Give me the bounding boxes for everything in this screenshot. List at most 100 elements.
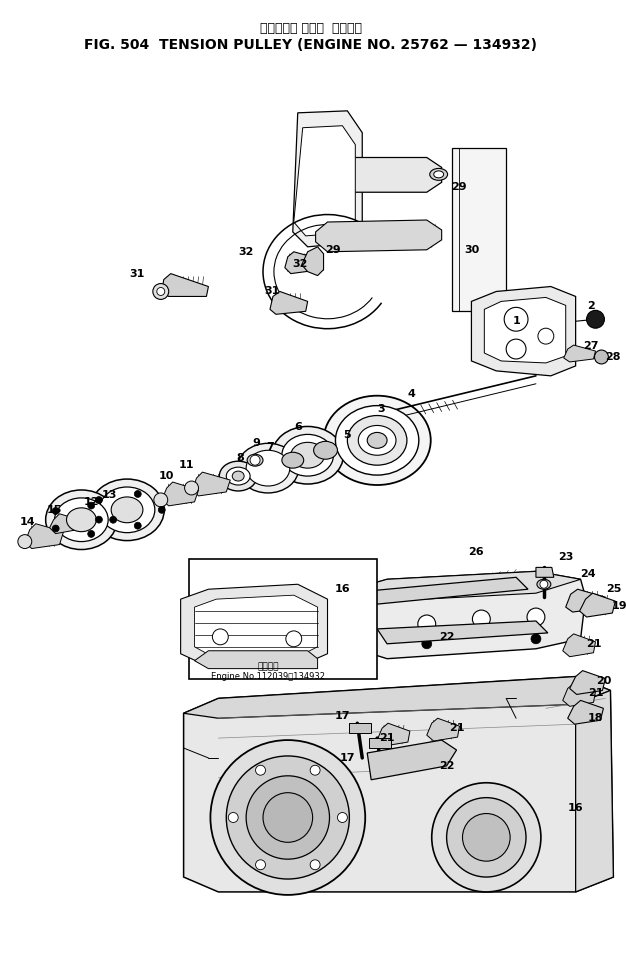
Text: 14: 14 <box>20 517 36 526</box>
Text: 29: 29 <box>451 182 466 193</box>
Text: 19: 19 <box>612 601 626 611</box>
Text: 28: 28 <box>605 352 621 362</box>
Text: 21: 21 <box>586 639 601 649</box>
Text: 31: 31 <box>264 286 280 297</box>
Ellipse shape <box>100 487 155 532</box>
FancyBboxPatch shape <box>188 559 377 678</box>
Circle shape <box>158 506 165 514</box>
Circle shape <box>153 283 169 300</box>
Text: 8: 8 <box>236 453 244 463</box>
Polygon shape <box>294 126 356 235</box>
Text: 22: 22 <box>439 761 454 771</box>
Circle shape <box>88 502 95 509</box>
Polygon shape <box>183 676 610 718</box>
Circle shape <box>422 639 432 649</box>
Circle shape <box>255 860 265 870</box>
Text: 18: 18 <box>588 713 603 723</box>
Circle shape <box>110 517 116 523</box>
Ellipse shape <box>226 467 250 485</box>
Ellipse shape <box>429 168 448 180</box>
Ellipse shape <box>90 479 164 541</box>
Ellipse shape <box>336 406 419 475</box>
Text: 7: 7 <box>266 443 274 452</box>
Circle shape <box>18 534 32 549</box>
Ellipse shape <box>282 434 334 476</box>
Text: 17: 17 <box>335 711 350 721</box>
Polygon shape <box>293 111 362 247</box>
Text: 16: 16 <box>568 803 583 812</box>
Text: 21: 21 <box>588 689 603 699</box>
Polygon shape <box>352 571 580 601</box>
Polygon shape <box>564 345 595 362</box>
Circle shape <box>463 813 510 861</box>
Ellipse shape <box>282 452 304 468</box>
Ellipse shape <box>291 443 324 468</box>
Polygon shape <box>162 273 208 297</box>
Text: 15: 15 <box>47 505 62 515</box>
Polygon shape <box>193 472 230 496</box>
Ellipse shape <box>314 442 337 459</box>
Circle shape <box>185 481 198 495</box>
Text: 31: 31 <box>130 269 145 278</box>
Ellipse shape <box>247 454 263 466</box>
Polygon shape <box>566 590 605 612</box>
Ellipse shape <box>237 444 299 493</box>
Circle shape <box>587 310 605 328</box>
Text: 12: 12 <box>83 497 99 507</box>
Polygon shape <box>337 158 442 193</box>
Polygon shape <box>580 594 615 617</box>
Text: 3: 3 <box>377 404 385 414</box>
Text: 26: 26 <box>469 548 484 558</box>
Polygon shape <box>302 247 324 275</box>
Circle shape <box>52 508 59 515</box>
Circle shape <box>538 328 554 344</box>
Polygon shape <box>25 523 63 549</box>
Ellipse shape <box>537 579 551 590</box>
Ellipse shape <box>66 508 96 531</box>
Polygon shape <box>183 676 613 892</box>
Polygon shape <box>427 718 459 741</box>
Circle shape <box>432 782 541 892</box>
Circle shape <box>228 812 239 822</box>
Circle shape <box>95 516 103 523</box>
Text: FIG. 504  TENSION PULLEY (ENGINE NO. 25762 — 134932): FIG. 504 TENSION PULLEY (ENGINE NO. 2576… <box>84 38 537 53</box>
Circle shape <box>255 765 265 775</box>
Text: Engine No.112039～134932: Engine No.112039～134932 <box>211 672 325 681</box>
Circle shape <box>154 493 168 507</box>
Polygon shape <box>563 633 595 657</box>
Text: 32: 32 <box>292 259 307 269</box>
Polygon shape <box>369 739 391 748</box>
Ellipse shape <box>111 497 143 523</box>
Text: 2: 2 <box>587 302 595 311</box>
Ellipse shape <box>272 426 344 484</box>
Circle shape <box>156 287 165 296</box>
Circle shape <box>52 525 59 532</box>
Circle shape <box>135 523 141 529</box>
Circle shape <box>135 490 141 497</box>
Polygon shape <box>570 670 605 695</box>
Polygon shape <box>367 740 456 779</box>
Ellipse shape <box>324 396 431 485</box>
Polygon shape <box>356 577 528 605</box>
Text: 1: 1 <box>512 316 520 326</box>
Text: 21: 21 <box>449 723 464 734</box>
Text: 13: 13 <box>101 490 117 500</box>
Ellipse shape <box>367 432 387 449</box>
Text: 6: 6 <box>294 422 302 432</box>
Ellipse shape <box>347 415 407 465</box>
Ellipse shape <box>54 498 108 542</box>
Circle shape <box>506 340 526 359</box>
Polygon shape <box>195 595 317 659</box>
Ellipse shape <box>46 490 117 550</box>
Text: 16: 16 <box>334 584 350 595</box>
Text: 9: 9 <box>252 438 260 449</box>
Text: 25: 25 <box>606 584 621 595</box>
Circle shape <box>595 350 608 364</box>
Circle shape <box>418 615 436 632</box>
Polygon shape <box>181 584 327 667</box>
Circle shape <box>531 633 541 644</box>
Polygon shape <box>352 571 585 659</box>
Polygon shape <box>316 220 442 252</box>
Polygon shape <box>377 723 410 746</box>
Polygon shape <box>285 252 322 273</box>
